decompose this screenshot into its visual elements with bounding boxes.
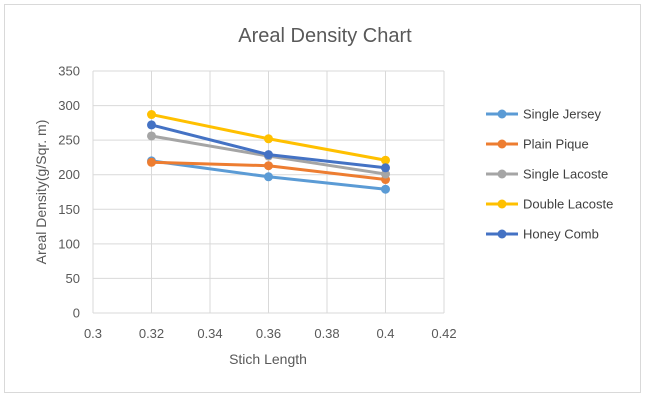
legend-label: Honey Comb	[523, 227, 599, 242]
y-tick-label: 200	[58, 167, 80, 182]
y-tick-label: 250	[58, 133, 80, 148]
series-double-lacoste	[147, 110, 390, 165]
legend-label: Single Jersey	[523, 107, 602, 122]
y-tick-label: 150	[58, 202, 80, 217]
chart-frame	[4, 4, 641, 393]
series-layer	[147, 110, 390, 194]
data-point	[147, 157, 156, 167]
data-point	[381, 169, 390, 179]
y-tick-label: 50	[66, 271, 80, 286]
x-tick-label: 0.34	[197, 326, 222, 341]
data-point	[381, 163, 390, 173]
data-point	[147, 131, 156, 141]
x-tick-label: 0.3	[84, 326, 102, 341]
series-honey-comb	[147, 120, 390, 173]
y-tick-label: 300	[58, 98, 80, 113]
data-point	[264, 134, 273, 144]
legend-entry: Single Lacoste	[486, 167, 608, 182]
y-tick-label: 350	[58, 64, 80, 79]
legend-label: Plain Pique	[523, 137, 589, 152]
data-point	[147, 110, 156, 120]
data-point	[381, 184, 390, 194]
legend-entry: Plain Pique	[486, 137, 589, 152]
data-point	[147, 120, 156, 130]
data-point	[264, 161, 273, 171]
y-tick-label: 100	[58, 236, 80, 251]
legend-marker	[497, 139, 507, 149]
x-tick-label: 0.4	[376, 326, 394, 341]
x-tick-label: 0.32	[139, 326, 164, 341]
grid-lines	[92, 70, 445, 314]
legend-marker	[497, 229, 507, 239]
legend-entry: Double Lacoste	[486, 197, 613, 212]
legend-marker	[497, 199, 507, 209]
x-tick-label: 0.38	[314, 326, 339, 341]
y-tick-label: 0	[73, 306, 80, 321]
data-point	[381, 155, 390, 165]
data-point	[264, 150, 273, 160]
legend-entry: Single Jersey	[486, 107, 602, 122]
legend: Single Jersey Plain Pique Single Lacoste Do…	[486, 107, 613, 242]
x-tick-label: 0.36	[256, 326, 281, 341]
x-axis-label: Stich Length	[229, 351, 307, 367]
legend-label: Single Lacoste	[523, 167, 608, 182]
x-tick-label: 0.42	[431, 326, 456, 341]
y-axis-label: Areal Density(g/Sqr. m)	[33, 120, 49, 265]
legend-entry: Honey Comb	[486, 227, 599, 242]
legend-marker	[497, 169, 507, 179]
chart-title: Areal Density Chart	[238, 25, 412, 47]
tick-labels: 0 50 100 150 200 250 300 350 0.3 0.32 0.34 0.36 0.38…	[58, 64, 456, 342]
legend-marker	[497, 109, 507, 119]
data-point	[264, 172, 273, 182]
legend-label: Double Lacoste	[523, 197, 613, 212]
